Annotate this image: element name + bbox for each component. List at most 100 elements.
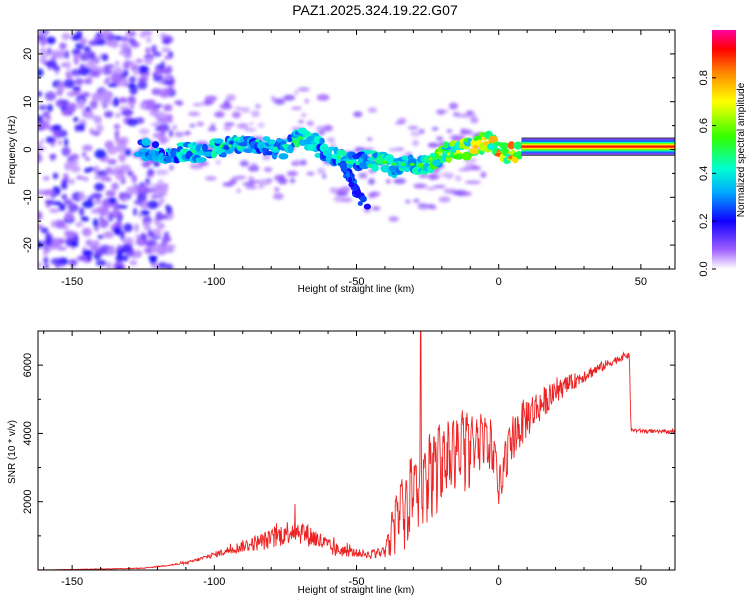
ridge-core (382, 160, 388, 164)
ridge-blob (445, 155, 452, 163)
noise-speckle (50, 153, 55, 162)
snr-series-line (38, 331, 675, 570)
noise-speckle (66, 60, 71, 71)
noise-speckle (48, 208, 60, 213)
noise-speckle (137, 80, 148, 90)
noise-speckle (118, 153, 127, 163)
noise-speckle (207, 127, 217, 132)
noise-speckle (48, 137, 57, 143)
noise-speckle (129, 76, 136, 84)
branch-blob (357, 201, 363, 206)
noise-speckle (73, 117, 79, 122)
noise-speckle (44, 91, 56, 101)
ridge-core (273, 146, 278, 150)
noise-speckle (65, 71, 71, 76)
noise-speckle (85, 239, 94, 247)
noise-speckle (155, 69, 163, 75)
noise-speckle (61, 109, 74, 116)
noise-speckle (40, 40, 48, 45)
noise-speckle (151, 243, 164, 254)
ridge-blob (243, 148, 255, 154)
ridge-blob (453, 153, 465, 160)
x-tick-label: 50 (635, 576, 647, 588)
noise-speckle (102, 231, 115, 239)
ridge-blob (432, 159, 441, 167)
noise-speckle (144, 57, 153, 65)
noise-speckle (317, 167, 326, 175)
ridge-blob (265, 151, 274, 156)
noise-speckle (107, 247, 117, 256)
branch-blob (345, 170, 350, 179)
noise-speckle (80, 91, 91, 98)
noise-speckle (63, 78, 75, 89)
noise-speckle (226, 94, 236, 102)
x-tick-label: -150 (61, 576, 83, 588)
noise-speckle (140, 209, 150, 216)
snr-x-axis: -150 -100 -50 0 50 (43, 331, 670, 588)
noise-speckle (176, 100, 184, 106)
branch-blob (340, 165, 348, 173)
noise-speckle (111, 182, 119, 191)
noise-speckle (38, 142, 42, 147)
noise-speckle (60, 181, 68, 190)
noise-speckle (188, 111, 201, 117)
noise-speckle (453, 113, 468, 118)
noise-speckle (369, 191, 381, 198)
noise-speckle (92, 131, 101, 137)
ridge-core (292, 140, 296, 144)
noise-speckle (115, 143, 127, 153)
noise-speckle (57, 140, 63, 145)
ridge-blob (271, 148, 281, 153)
noise-speckle (115, 172, 126, 181)
ridge-blob (515, 150, 523, 157)
noise-speckle (38, 68, 44, 77)
noise-speckle (156, 185, 165, 192)
noise-speckle (81, 227, 92, 237)
noise-speckle (68, 102, 77, 113)
noise-speckle (94, 149, 107, 159)
noise-speckle (38, 224, 44, 230)
noise-speckle (164, 55, 171, 60)
noise-speckle (55, 99, 67, 108)
noise-speckle (116, 204, 128, 209)
noise-speckle (113, 226, 121, 236)
noise-speckle (52, 172, 59, 180)
noise-speckle (160, 60, 166, 71)
noise-speckle (460, 128, 468, 135)
noise-speckle (162, 39, 171, 45)
signal-ridge (133, 127, 524, 210)
noise-speckle (115, 254, 124, 262)
noise-speckle (107, 82, 118, 88)
noise-speckle (418, 128, 425, 135)
noise-speckle (70, 153, 79, 161)
colorbar: 0.0 0.2 0.4 0.6 0.8 Normalized spectral ampl… (698, 30, 747, 277)
noise-speckle (100, 89, 112, 100)
noise-speckle (165, 114, 174, 120)
noise-speckle (333, 195, 345, 203)
ridge-blob (293, 139, 301, 148)
noise-speckle (95, 259, 107, 267)
noise-speckle (71, 48, 82, 55)
noise-speckle (76, 175, 84, 180)
ridge-blob (502, 147, 508, 157)
ridge-core (337, 155, 342, 159)
noise-speckle (113, 165, 120, 173)
noise-speckle (43, 263, 50, 269)
noise-speckle (158, 179, 164, 185)
noise-speckle (410, 131, 421, 137)
noise-speckle (39, 47, 46, 53)
noise-speckle (68, 259, 78, 266)
noise-speckle (119, 77, 129, 87)
noise-speckle (294, 89, 299, 96)
noise-speckle (481, 173, 486, 178)
noise-speckle (353, 111, 363, 118)
noise-speckle (162, 237, 168, 245)
noise-speckle (234, 106, 243, 111)
noise-speckle (43, 256, 49, 264)
noise-speckle (118, 97, 128, 103)
noise-speckle (192, 103, 203, 107)
noise-speckle (38, 146, 46, 151)
noise-speckle (47, 104, 53, 112)
colorbar-tick-label: 0.2 (698, 214, 710, 229)
